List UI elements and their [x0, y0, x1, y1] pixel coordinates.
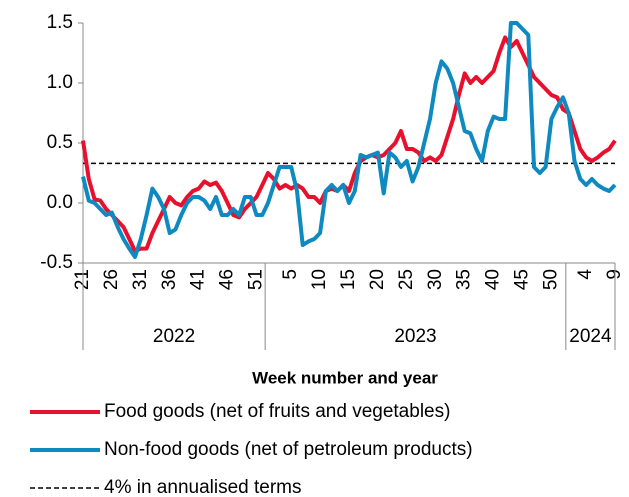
series-line — [81, 21, 617, 259]
y-tick-label: -0.5 — [40, 252, 73, 273]
x-tick-label: 25 — [396, 269, 417, 290]
x-tick-label: 36 — [159, 269, 180, 290]
x-tick-label: 4 — [575, 269, 596, 280]
y-tick-label: 1.0 — [47, 72, 73, 93]
x-tick-label: 31 — [130, 269, 151, 290]
y-tick-label: 0.5 — [47, 132, 73, 153]
year-label: 2022 — [153, 326, 195, 347]
x-tick-label: 45 — [511, 269, 532, 290]
year-label: 2023 — [394, 326, 436, 347]
x-tick-label: 5 — [280, 269, 301, 280]
x-tick-label: 26 — [101, 269, 122, 290]
legend-label: Food goods (net of fruits and vegetables… — [104, 401, 450, 422]
year-label: 2024 — [569, 326, 612, 347]
x-tick-label: 30 — [425, 269, 446, 290]
y-tick-label: 1.5 — [47, 12, 73, 33]
x-tick-label: 50 — [540, 269, 561, 290]
x-tick-label: 41 — [188, 269, 209, 290]
legend-label: 4% in annualised terms — [104, 477, 302, 497]
x-tick-label: 15 — [338, 269, 359, 290]
series-line — [81, 35, 617, 253]
x-tick-label: 10 — [309, 269, 330, 290]
x-tick-label: 51 — [245, 269, 266, 290]
x-tick-label: 35 — [454, 269, 475, 290]
legend-label: Non-food goods (net of petroleum product… — [104, 439, 473, 460]
x-tick-label: 40 — [483, 269, 504, 290]
x-tick-label: 46 — [217, 269, 238, 290]
x-tick-label: 20 — [367, 269, 388, 290]
x-axis-title: Week number and year — [252, 368, 438, 387]
y-tick-label: 0.0 — [47, 192, 73, 213]
